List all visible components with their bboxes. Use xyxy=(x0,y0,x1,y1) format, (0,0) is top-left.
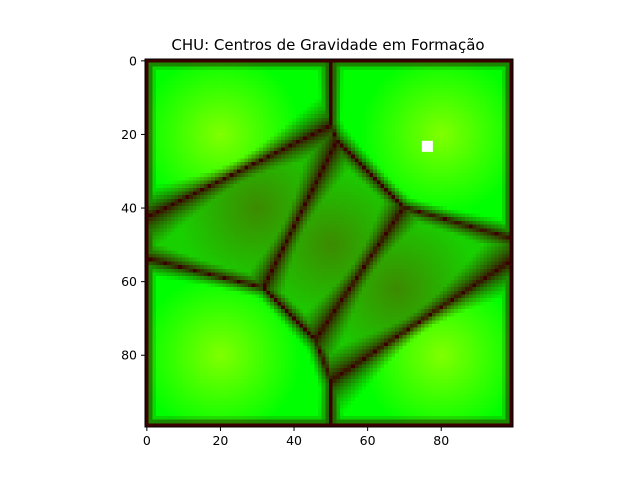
y-tick-label: 0 xyxy=(129,53,137,68)
plot-area xyxy=(144,58,514,428)
x-tick-label: 0 xyxy=(143,433,151,448)
x-axis: 0 20 40 60 80 xyxy=(143,427,449,448)
x-tick-label: 60 xyxy=(360,433,376,448)
heatmap-image xyxy=(145,59,513,427)
chart-title: CHU: Centros de Gravidade em Formação xyxy=(171,36,484,54)
x-tick-label: 80 xyxy=(433,433,449,448)
y-tick-label: 40 xyxy=(121,201,137,216)
data-marker xyxy=(421,140,433,152)
y-axis: 0 20 40 60 80 xyxy=(121,53,145,363)
x-tick-label: 40 xyxy=(286,433,302,448)
y-tick-label: 80 xyxy=(121,348,137,363)
plot-frame xyxy=(144,58,514,428)
x-tick-label: 20 xyxy=(212,433,228,448)
y-tick-label: 20 xyxy=(121,127,137,142)
y-tick-label: 60 xyxy=(121,274,137,289)
